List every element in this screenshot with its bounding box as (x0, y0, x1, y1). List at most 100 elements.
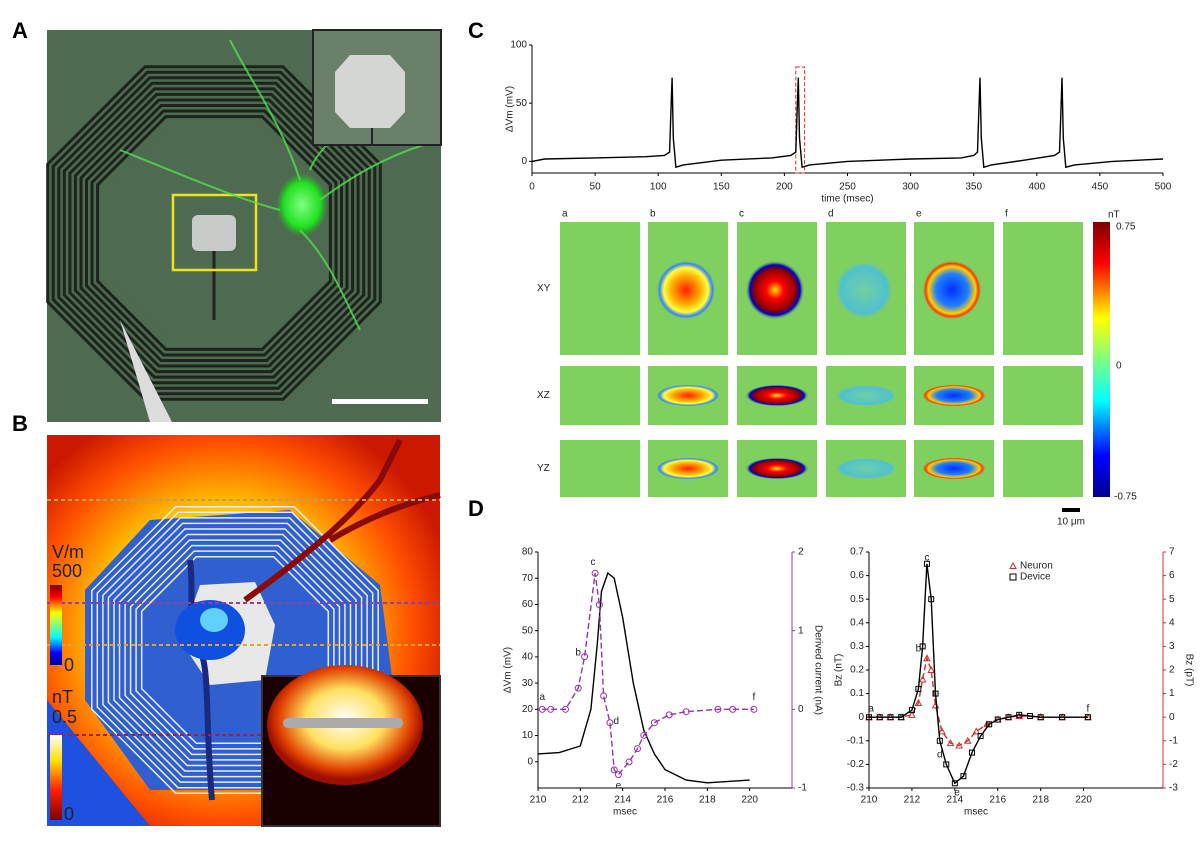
point-label: e (954, 787, 960, 798)
y-tick-label: -0.1 (847, 735, 865, 746)
colorbar-label: 0.5 (52, 707, 77, 727)
y-tick-label: 20 (522, 704, 534, 715)
panel-label: D (468, 496, 484, 521)
map-blob (656, 260, 716, 320)
point (960, 773, 967, 780)
point (918, 675, 927, 683)
coil-turn (129, 544, 341, 756)
simulation-b (47, 435, 441, 827)
point (923, 654, 931, 662)
y-tick-label: 30 (522, 678, 534, 689)
coil-turn (90, 109, 338, 357)
point (574, 684, 582, 692)
point (977, 733, 984, 740)
y2-axis-label: Derived current (nA) (812, 625, 823, 715)
y-axis-label: ΔVm (mV) (503, 647, 514, 693)
row-label: XZ (537, 390, 550, 401)
x-tick-label: 250 (839, 182, 856, 193)
point (938, 727, 946, 735)
y-axis-label: Bz (nT) (834, 654, 845, 687)
panel-label: C (468, 18, 484, 43)
y-tick-label: 0 (527, 756, 533, 767)
point (581, 653, 589, 661)
map-tile (560, 366, 640, 425)
scale-label: 10 μm (1057, 517, 1085, 528)
x-tick-label: 220 (741, 795, 758, 806)
point (898, 714, 905, 721)
scale-bar (1062, 508, 1080, 512)
y-tick-label: 0.5 (850, 594, 864, 605)
point (915, 685, 922, 692)
x-tick-label: 150 (713, 182, 730, 193)
map-tile (1003, 222, 1083, 355)
point (908, 710, 916, 718)
y2-tick-label: 0 (1169, 712, 1175, 723)
y-tick-label: 0.1 (850, 688, 864, 699)
legend-label: Neuron (1020, 561, 1053, 572)
highlight-box (795, 66, 806, 174)
point (625, 758, 633, 766)
y2-tick-label: 1 (798, 625, 804, 636)
point (633, 745, 641, 753)
x-tick-label: 300 (902, 182, 919, 193)
column-label: c (739, 209, 744, 220)
row-label: YZ (537, 463, 550, 474)
x-tick-label: 216 (989, 795, 1006, 806)
point-label: d (937, 750, 943, 761)
point (972, 727, 981, 735)
micrograph-a (46, 29, 442, 422)
x-tick-label: 216 (657, 795, 674, 806)
colorbar-label: 0 (64, 804, 74, 824)
point (610, 766, 618, 774)
y-tick-label: 0.4 (850, 617, 864, 628)
point-label: e (616, 780, 622, 791)
point (729, 705, 737, 713)
point (908, 707, 915, 714)
y2-tick-label: 2 (798, 547, 804, 558)
coil-turn (113, 528, 357, 772)
point-label: d (614, 716, 620, 727)
coil-turn (73, 92, 355, 374)
column-label: d (828, 209, 834, 220)
row-label: XY (537, 283, 551, 294)
colorbar-label: -0.75 (1114, 492, 1137, 503)
x-tick-label: 0 (529, 182, 535, 193)
x-axis-label: msec (613, 807, 637, 818)
coil-turn (135, 550, 335, 750)
x-tick-label: 214 (614, 795, 631, 806)
point-label: f (753, 692, 756, 703)
map-blob (656, 384, 720, 407)
point (932, 690, 939, 697)
point (931, 701, 940, 709)
y-tick-label: 50 (522, 625, 534, 636)
point (994, 716, 1001, 723)
map-tile (560, 222, 640, 355)
x-tick-label: 400 (1028, 182, 1045, 193)
column-label: a (562, 209, 568, 220)
coil-turn (102, 517, 368, 783)
y-tick-label: 10 (522, 730, 534, 741)
point-label: c (924, 553, 929, 564)
point (963, 736, 972, 744)
x-tick-label: 500 (1155, 182, 1172, 193)
y-tick-label: 60 (522, 599, 534, 610)
x-tick-label: 50 (590, 182, 602, 193)
y-tick-label: 40 (522, 652, 534, 663)
map-blob (834, 260, 894, 320)
x-tick-label: 212 (572, 795, 589, 806)
coil-turn (96, 115, 332, 351)
y2-tick-label: 3 (1169, 641, 1175, 652)
map-blob (745, 457, 809, 480)
series-line (537, 571, 750, 784)
point (927, 665, 936, 673)
point-label: c (591, 557, 596, 568)
y-tick-label: 0.6 (850, 570, 864, 581)
coil-turn (85, 104, 343, 362)
x-tick-label: 200 (776, 182, 793, 193)
point (919, 643, 926, 650)
x-tick-label: 218 (1032, 795, 1049, 806)
series-line (542, 573, 754, 776)
colorbar-label: nT (52, 687, 73, 707)
point (986, 721, 993, 728)
x-tick-label: 212 (904, 795, 921, 806)
